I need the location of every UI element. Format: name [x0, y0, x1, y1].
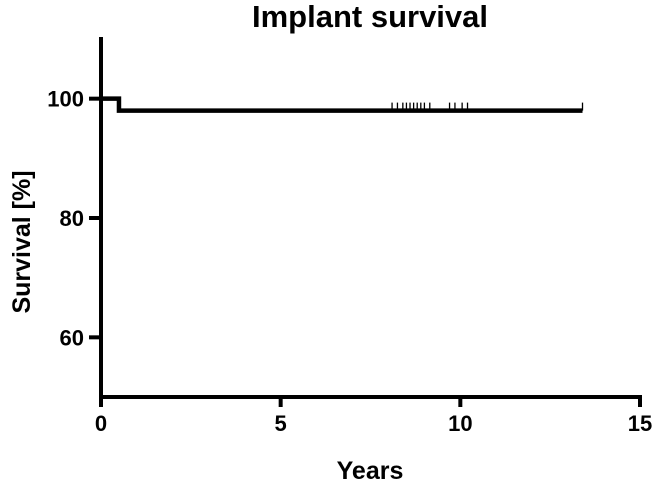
plot-area — [101, 96, 584, 113]
x-tick-label: 5 — [275, 411, 287, 436]
survival-step-line — [101, 96, 583, 113]
y-tick-label: 100 — [47, 87, 84, 112]
x-tick-label: 15 — [628, 411, 652, 436]
x-axis-label: Years — [337, 457, 404, 485]
y-tick-label: 60 — [60, 325, 84, 350]
y-tick-label: 80 — [60, 206, 84, 231]
x-tick-label: 10 — [448, 411, 472, 436]
chart-title: Implant survival — [252, 0, 488, 34]
x-tick-label: 0 — [95, 411, 107, 436]
axes: 0 5 10 15 60 80 100 — [47, 37, 652, 436]
y-axis-label: Survival [%] — [8, 170, 36, 313]
